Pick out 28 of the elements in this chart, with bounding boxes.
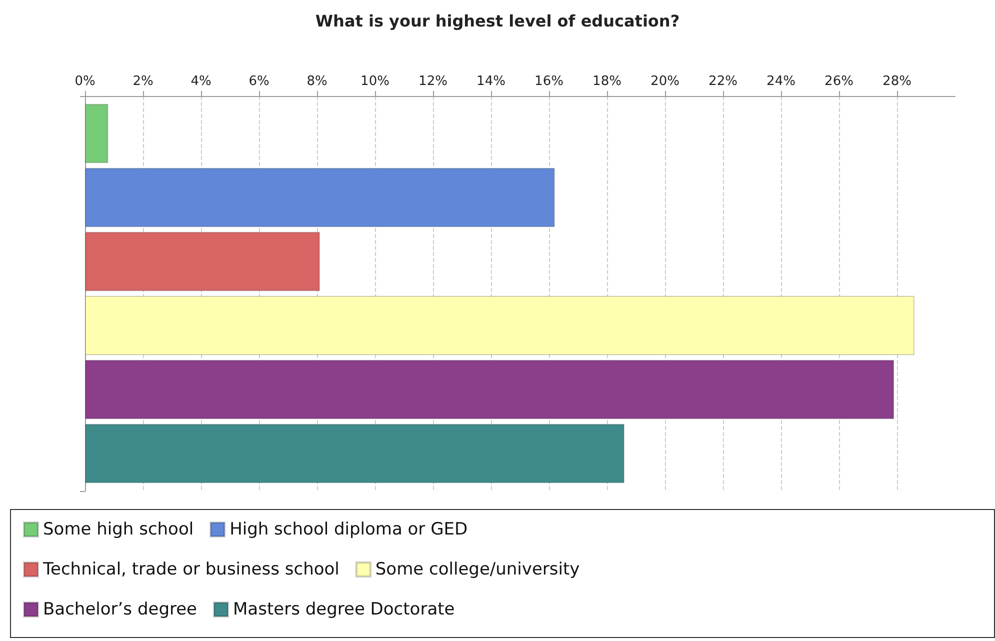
legend-label: Bachelor’s degree: [43, 600, 198, 620]
legend-label: Some college/university: [375, 560, 580, 580]
bar: [85, 296, 914, 356]
x-tick-label: 24%: [766, 74, 796, 89]
x-tick-label: 14%: [476, 74, 506, 89]
x-tick-label: 20%: [650, 74, 680, 89]
x-tick-label: 4%: [190, 74, 212, 89]
bar: [85, 360, 894, 420]
bar: [85, 232, 320, 292]
legend-label: High school diploma or GED: [230, 520, 468, 540]
x-tick-label: 2%: [132, 74, 154, 89]
x-tick-label: 6%: [248, 74, 270, 89]
x-tick-label: 26%: [824, 74, 854, 89]
legend-label: Masters degree Doctorate: [233, 600, 455, 620]
x-tick-label: 22%: [708, 74, 738, 89]
x-tick-label: 0%: [74, 74, 96, 89]
x-tick-label: 28%: [882, 74, 912, 89]
x-tick-label: 10%: [360, 74, 390, 89]
chart-title: What is your highest level of education?: [315, 12, 680, 30]
legend-label: Some high school: [43, 520, 194, 540]
legend-label: Technical, trade or business school: [42, 560, 340, 580]
bar: [85, 104, 108, 164]
x-tick-label: 12%: [418, 74, 448, 89]
x-tick-label: 8%: [306, 74, 328, 89]
bar: [85, 424, 624, 484]
x-tick-label: 18%: [592, 74, 622, 89]
x-tick-label: 16%: [534, 74, 564, 89]
bar: [85, 168, 555, 228]
